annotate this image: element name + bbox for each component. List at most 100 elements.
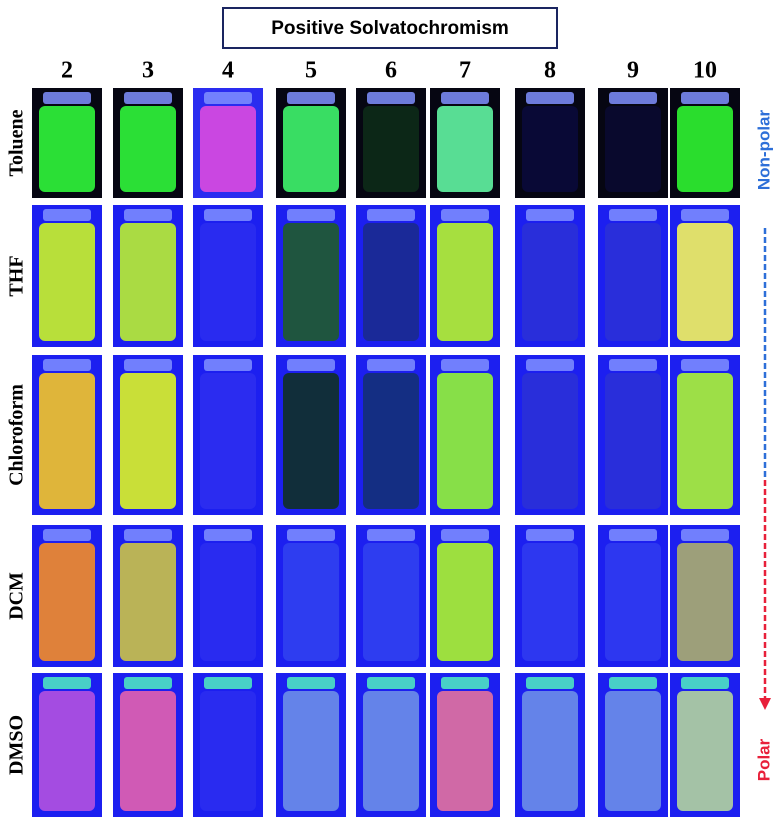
vial-liquid	[200, 106, 256, 192]
vial-cap	[287, 92, 335, 104]
vial-cap	[124, 92, 172, 104]
vial-cap	[204, 359, 252, 371]
vial-cap	[526, 92, 574, 104]
vial-cap	[441, 359, 489, 371]
column-label: 5	[305, 58, 317, 84]
vial-liquid	[200, 691, 256, 811]
vial-liquid	[283, 223, 339, 341]
vial-cap	[43, 209, 91, 221]
vial-liquid	[605, 543, 661, 661]
vial-cap	[526, 677, 574, 689]
column-label: 10	[693, 58, 717, 84]
vial-liquid	[39, 691, 95, 811]
vial-liquid	[200, 373, 256, 509]
vial-cap	[124, 209, 172, 221]
vial-liquid	[437, 106, 493, 192]
vial-liquid	[605, 373, 661, 509]
vial-liquid	[677, 223, 733, 341]
row-label: THF	[6, 255, 28, 296]
vial-liquid	[120, 106, 176, 192]
column-label: 7	[459, 58, 471, 84]
vial-liquid	[283, 373, 339, 509]
row-label: DMSO	[6, 715, 28, 775]
vial-liquid	[120, 543, 176, 661]
vial-cap	[287, 359, 335, 371]
vial-liquid	[677, 543, 733, 661]
vial-liquid	[522, 543, 578, 661]
vial-liquid	[522, 106, 578, 192]
vial-cap	[124, 529, 172, 541]
vial-liquid	[39, 223, 95, 341]
vial-liquid	[39, 373, 95, 509]
vial-cap	[367, 92, 415, 104]
vial-liquid	[437, 223, 493, 341]
vial-liquid	[437, 373, 493, 509]
vial-liquid	[283, 543, 339, 661]
vial-cap	[441, 92, 489, 104]
vial-cap	[609, 529, 657, 541]
vial-cap	[526, 359, 574, 371]
vial-cap	[681, 677, 729, 689]
row-label: DCM	[6, 572, 28, 620]
vial-liquid	[39, 106, 95, 192]
vial-liquid	[283, 106, 339, 192]
polar-label: Polar	[754, 738, 773, 781]
vial-cap	[609, 677, 657, 689]
row-label: Toluene	[6, 109, 28, 176]
column-label: 6	[385, 58, 397, 84]
vial-cap	[609, 209, 657, 221]
vial-cap	[43, 92, 91, 104]
vial-cap	[43, 359, 91, 371]
vial-liquid	[200, 223, 256, 341]
vial-cap	[43, 529, 91, 541]
column-label: 3	[142, 58, 154, 84]
vial-liquid	[522, 373, 578, 509]
arrow-head	[759, 698, 771, 710]
vial-cap	[287, 209, 335, 221]
vial-liquid	[677, 106, 733, 192]
column-label: 4	[222, 58, 234, 84]
vial-cap	[609, 92, 657, 104]
column-label: 2	[61, 58, 73, 84]
vial-cap	[204, 529, 252, 541]
vial-cap	[367, 677, 415, 689]
title-box	[222, 7, 558, 49]
vial-cap	[441, 529, 489, 541]
vial-liquid	[363, 691, 419, 811]
vial-cap	[204, 209, 252, 221]
vial-cap	[526, 529, 574, 541]
vial-liquid	[522, 691, 578, 811]
vial-liquid	[120, 223, 176, 341]
vial-cap	[43, 677, 91, 689]
vial-cap	[681, 92, 729, 104]
vial-cap	[441, 677, 489, 689]
vial-cap	[204, 92, 252, 104]
vial-cap	[441, 209, 489, 221]
vial-liquid	[363, 373, 419, 509]
vial-cap	[124, 677, 172, 689]
vial-cap	[367, 529, 415, 541]
vial-liquid	[120, 373, 176, 509]
vial-liquid	[677, 373, 733, 509]
vial-liquid	[120, 691, 176, 811]
row-label: Chloroform	[6, 384, 28, 486]
vial-liquid	[363, 106, 419, 192]
vial-cap	[609, 359, 657, 371]
vial-liquid	[437, 543, 493, 661]
vial-liquid	[39, 543, 95, 661]
vial-liquid	[363, 543, 419, 661]
vial-liquid	[283, 691, 339, 811]
vial-cap	[526, 209, 574, 221]
vial-liquid	[437, 691, 493, 811]
vial-cap	[681, 359, 729, 371]
vial-cap	[124, 359, 172, 371]
vial-liquid	[605, 691, 661, 811]
vial-cap	[681, 209, 729, 221]
vial-cap	[367, 359, 415, 371]
vial-cap	[367, 209, 415, 221]
column-label: 9	[627, 58, 639, 84]
vial-liquid	[677, 691, 733, 811]
vial-cap	[287, 529, 335, 541]
vial-cap	[287, 677, 335, 689]
